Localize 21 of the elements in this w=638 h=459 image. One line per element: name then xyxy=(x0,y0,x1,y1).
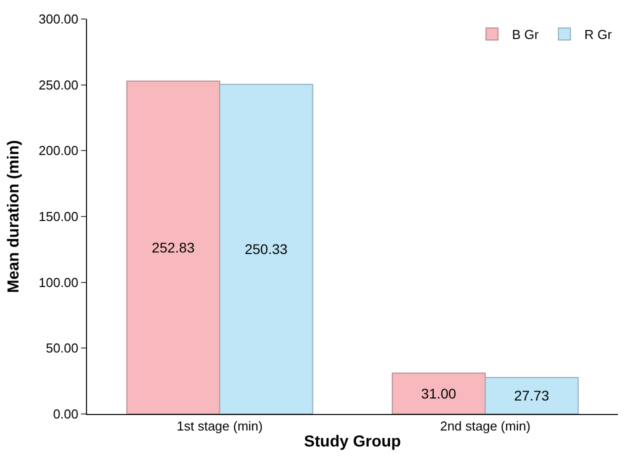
bar xyxy=(219,84,314,414)
data-label: 27.73 xyxy=(514,388,550,404)
x-axis-title: Study Group xyxy=(304,433,402,450)
bar xyxy=(392,372,486,414)
y-tick-label: 150.00 xyxy=(38,209,78,224)
data-label: 31.00 xyxy=(421,386,456,402)
y-axis-title: Mean duration (min) xyxy=(6,140,23,293)
legend-label: B Gr xyxy=(512,27,540,42)
bar xyxy=(126,80,220,414)
data-label: 252.83 xyxy=(152,240,195,256)
y-tick-label: 0.00 xyxy=(53,406,78,422)
x-tick-label: 2nd stage (min) xyxy=(440,418,530,434)
x-tick-label: 1st stage (min) xyxy=(176,418,263,434)
y-tick-label: 300.00 xyxy=(38,12,78,27)
y-tick-label: 200.00 xyxy=(38,143,78,158)
data-label: 250.33 xyxy=(244,241,288,258)
y-tick-label: 50.00 xyxy=(46,340,78,356)
y-tick-label: 100.00 xyxy=(38,274,78,290)
legend-label: R Gr xyxy=(584,27,613,42)
bar xyxy=(484,376,579,414)
y-tick-label: 250.00 xyxy=(38,77,78,92)
